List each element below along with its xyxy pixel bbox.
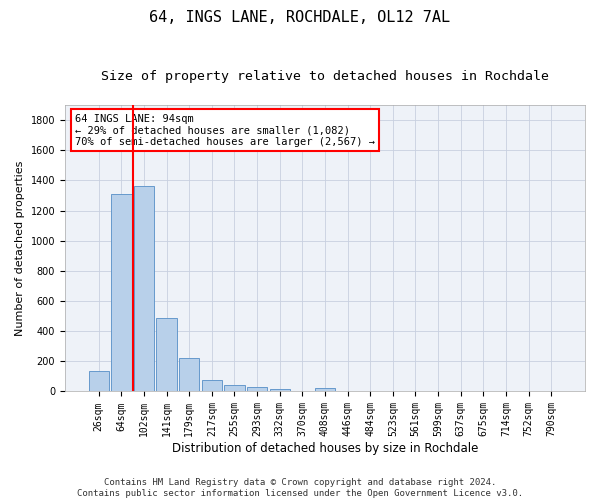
Text: 64, INGS LANE, ROCHDALE, OL12 7AL: 64, INGS LANE, ROCHDALE, OL12 7AL <box>149 10 451 25</box>
Bar <box>269 389 290 392</box>
Bar <box>111 194 131 392</box>
Bar <box>157 318 177 392</box>
X-axis label: Distribution of detached houses by size in Rochdale: Distribution of detached houses by size … <box>172 442 478 455</box>
Title: Size of property relative to detached houses in Rochdale: Size of property relative to detached ho… <box>101 70 549 83</box>
Bar <box>89 371 109 392</box>
Bar <box>315 388 335 392</box>
Y-axis label: Number of detached properties: Number of detached properties <box>15 160 25 336</box>
Text: Contains HM Land Registry data © Crown copyright and database right 2024.
Contai: Contains HM Land Registry data © Crown c… <box>77 478 523 498</box>
Bar <box>134 186 154 392</box>
Bar <box>224 384 245 392</box>
Text: 64 INGS LANE: 94sqm
← 29% of detached houses are smaller (1,082)
70% of semi-det: 64 INGS LANE: 94sqm ← 29% of detached ho… <box>76 114 376 147</box>
Bar <box>202 380 222 392</box>
Bar <box>247 387 267 392</box>
Bar <box>179 358 199 392</box>
